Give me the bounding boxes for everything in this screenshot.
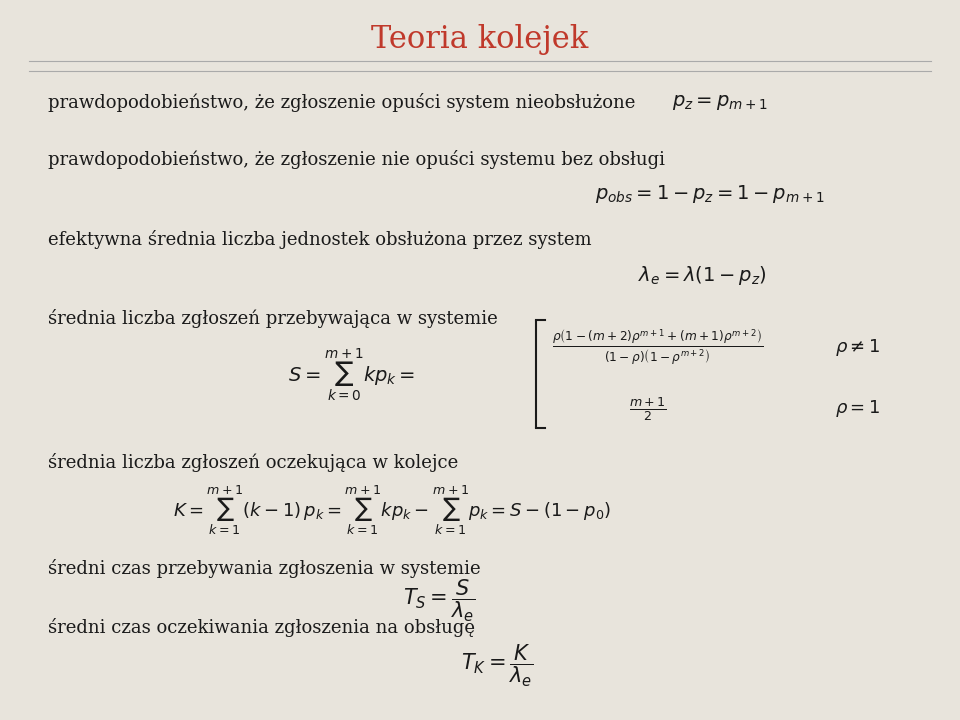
Text: prawdopodobieństwo, że zgłoszenie opuści system nieobsłużone: prawdopodobieństwo, że zgłoszenie opuści…	[48, 93, 636, 112]
Text: $\rho = 1$: $\rho = 1$	[835, 398, 880, 420]
Text: średni czas przebywania zgłoszenia w systemie: średni czas przebywania zgłoszenia w sys…	[48, 559, 481, 578]
Text: $S = \sum_{k=0}^{m+1} kp_k =$: $S = \sum_{k=0}^{m+1} kp_k =$	[288, 346, 416, 403]
Text: efektywna średnia liczba jednostek obsłużona przez system: efektywna średnia liczba jednostek obsłu…	[48, 230, 591, 248]
Text: $\lambda_e = \lambda\left(1 - p_z\right)$: $\lambda_e = \lambda\left(1 - p_z\right)…	[638, 264, 767, 287]
Text: $p_z = p_{m+1}$: $p_z = p_{m+1}$	[672, 93, 768, 112]
Text: $\frac{\rho\left(1-(m+2)\rho^{m+1}+(m+1)\rho^{m+2}\right)}{\left(1-\rho\right)\l: $\frac{\rho\left(1-(m+2)\rho^{m+1}+(m+1)…	[552, 328, 763, 366]
Text: $p_{obs} = 1 - p_z = 1 - p_{m+1}$: $p_{obs} = 1 - p_z = 1 - p_{m+1}$	[595, 184, 825, 205]
Text: $\frac{m+1}{2}$: $\frac{m+1}{2}$	[629, 395, 666, 423]
Text: $T_S = \dfrac{S}{\lambda_e}$: $T_S = \dfrac{S}{\lambda_e}$	[403, 578, 475, 624]
Text: średni czas oczekiwania zgłoszenia na obsługę: średni czas oczekiwania zgłoszenia na ob…	[48, 618, 475, 637]
Text: $T_K = \dfrac{K}{\lambda_e}$: $T_K = \dfrac{K}{\lambda_e}$	[461, 643, 534, 689]
Text: średnia liczba zgłoszeń przebywająca w systemie: średnia liczba zgłoszeń przebywająca w s…	[48, 309, 497, 328]
Text: prawdopodobieństwo, że zgłoszenie nie opuści systemu bez obsługi: prawdopodobieństwo, że zgłoszenie nie op…	[48, 150, 665, 169]
Text: $K = \sum_{k=1}^{m+1}(k-1)\,p_k = \sum_{k=1}^{m+1} kp_k - \sum_{k=1}^{m+1} p_k =: $K = \sum_{k=1}^{m+1}(k-1)\,p_k = \sum_{…	[173, 483, 611, 536]
Text: średnia liczba zgłoszeń oczekująca w kolejce: średnia liczba zgłoszeń oczekująca w kol…	[48, 453, 458, 472]
Text: $\rho \neq 1$: $\rho \neq 1$	[835, 336, 880, 358]
Text: Teoria kolejek: Teoria kolejek	[372, 24, 588, 55]
